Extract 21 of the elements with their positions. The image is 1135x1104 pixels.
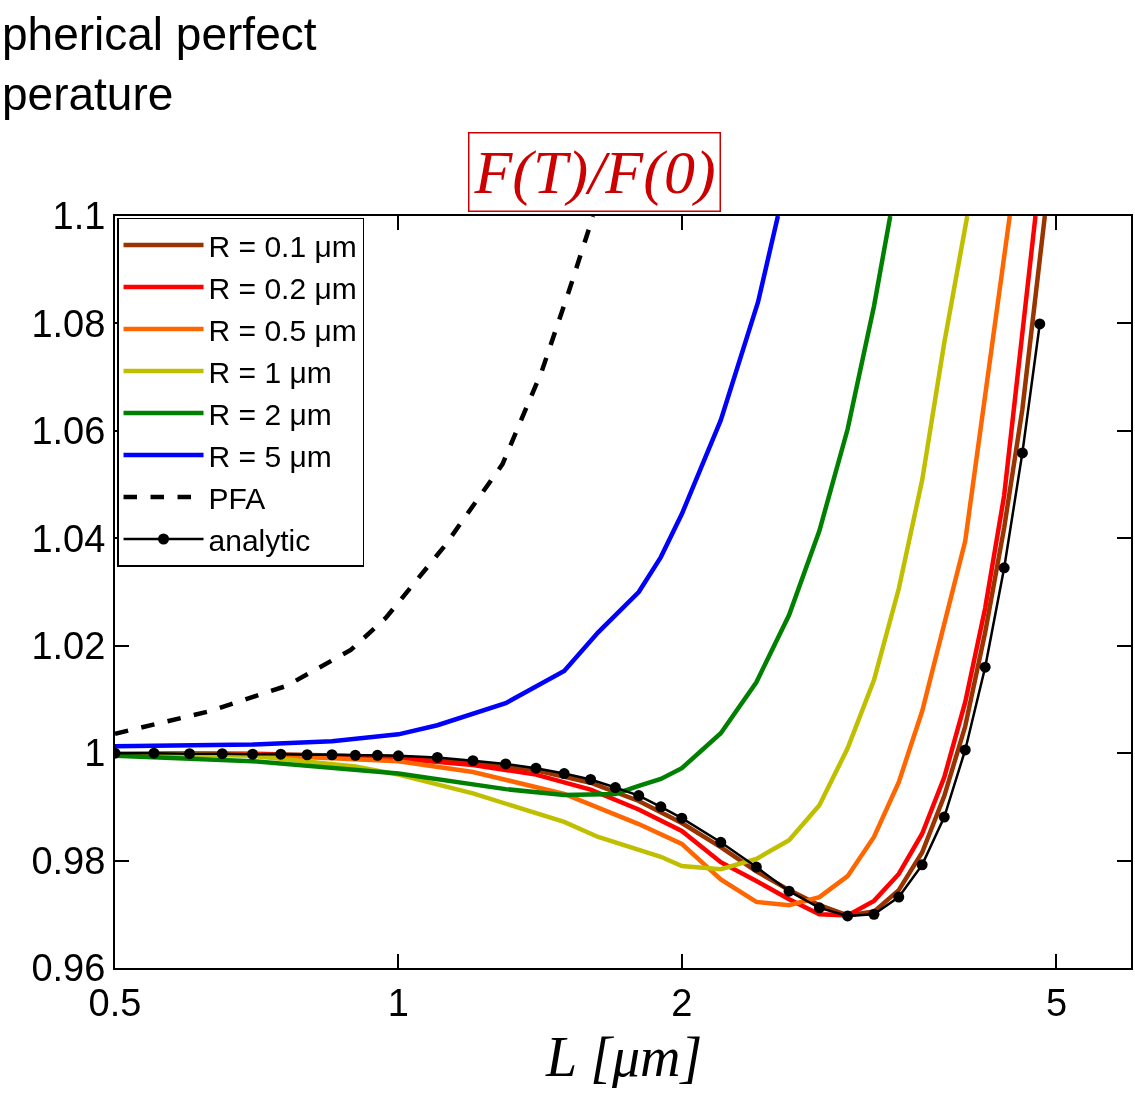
legend-label: R = 5 μm [208,439,332,473]
legend-label: analytic [208,523,311,557]
legend-label: R = 0.5 μm [208,313,357,347]
chart-title: pherical perfect perature [2,8,317,120]
y-tick-label: 1 [84,732,106,775]
legend-label: R = 0.1 μm [208,229,357,263]
x-tick-label: 5 [1045,981,1068,1024]
y-tick-label: 1.08 [31,302,106,345]
legend-label: PFA [208,481,266,515]
legend-label: R = 2 μm [208,397,332,431]
x-tick-label: 2 [671,981,693,1024]
legend-label: R = 1 μm [208,355,332,389]
x-tick-label: 1 [387,981,409,1024]
y-tick-label: 1.06 [31,410,106,453]
y-tick-label: 1.1 [52,195,106,238]
y-tick-label: 1.02 [31,625,106,668]
x-axis-title: L [μm] [545,1026,703,1088]
y-tick-label: 1.04 [31,517,106,560]
y-tick-label: 0.98 [31,839,106,882]
y-axis-title: F(T)/F(0) [473,137,716,207]
legend-label: R = 0.2 μm [208,271,357,305]
